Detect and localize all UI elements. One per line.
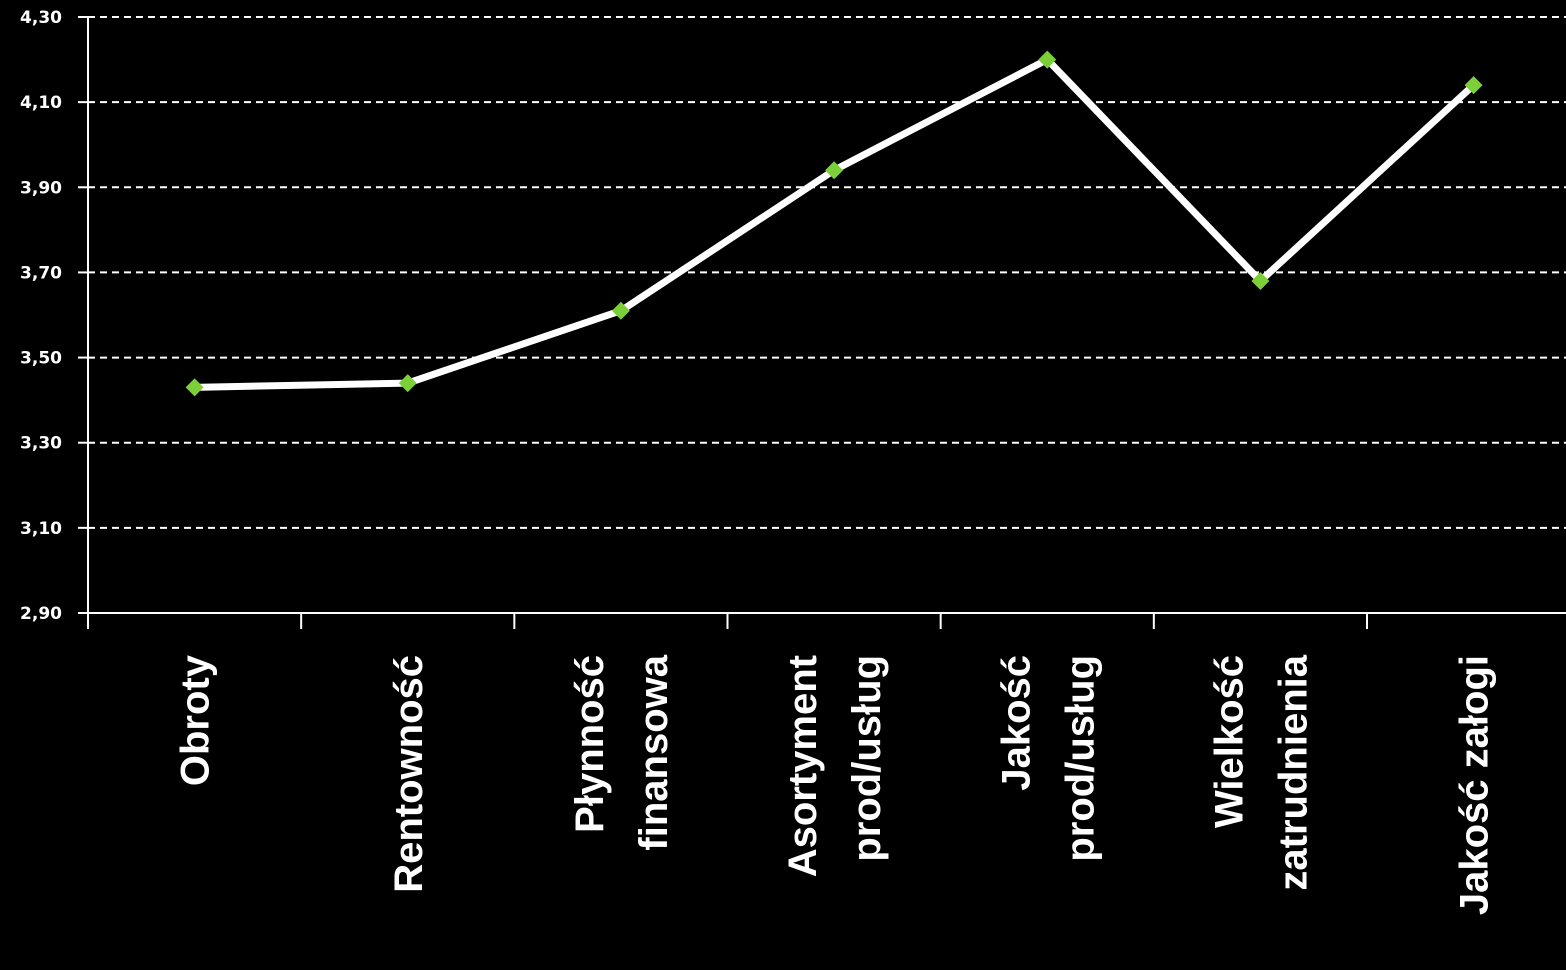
data-point-marker (1038, 50, 1057, 69)
x-tick-label-line: Obroty (174, 654, 218, 786)
y-tick-label: 2,90 (20, 604, 62, 624)
data-point-marker (398, 374, 417, 393)
y-tick-label: 4,10 (20, 93, 62, 113)
x-tick-label: Asortyment prod/usług (781, 655, 889, 877)
y-tick-labels: 2,90 3,10 3,30 3,50 3,70 3,90 4,10 4,30 (20, 8, 62, 624)
x-tick-label: Jakość załogi (1453, 655, 1497, 915)
y-tick-label: 3,70 (20, 263, 62, 283)
data-point-marker (825, 161, 844, 180)
series (185, 50, 1483, 397)
data-point-marker (1251, 271, 1270, 290)
x-tick-label-line: prod/usług (1058, 655, 1102, 862)
x-tick-label-line: Jakość (994, 655, 1038, 791)
x-tick-label-line: finansowa (632, 654, 676, 850)
x-tick-label-line: Płynność (568, 655, 612, 833)
grid-lines (88, 16, 1566, 529)
data-point-marker (611, 301, 630, 320)
x-tick-label-line: zatrudnienia (1271, 654, 1315, 890)
y-tick-label: 3,10 (20, 519, 62, 539)
x-tick-label-line: Jakość załogi (1453, 655, 1497, 915)
y-tick-label: 4,30 (20, 8, 62, 28)
x-tick-label: Wielkość zatrudnienia (1207, 654, 1315, 890)
x-tick-label: Obroty (174, 654, 218, 786)
x-tick-label: Rentowność (387, 655, 431, 893)
x-tick-labels: Obroty Rentowność Płynność finansowa Asortym… (174, 654, 1497, 915)
x-tick-label-line: Rentowność (387, 655, 431, 893)
x-tick-label-line: prod/usług (845, 655, 889, 862)
x-tick-label-line: Asortyment (781, 655, 825, 877)
x-tick-label: Jakość prod/usług (994, 655, 1102, 862)
data-point-marker (185, 378, 204, 397)
x-tick-label: Płynność finansowa (568, 654, 676, 850)
y-tick-label: 3,50 (20, 349, 62, 369)
y-tick-label: 3,30 (20, 434, 62, 454)
data-point-marker (1464, 76, 1483, 95)
axes (78, 16, 1566, 629)
y-tick-label: 3,90 (20, 178, 62, 198)
x-tick-label-line: Wielkość (1207, 655, 1251, 828)
series-line (194, 55, 1476, 391)
